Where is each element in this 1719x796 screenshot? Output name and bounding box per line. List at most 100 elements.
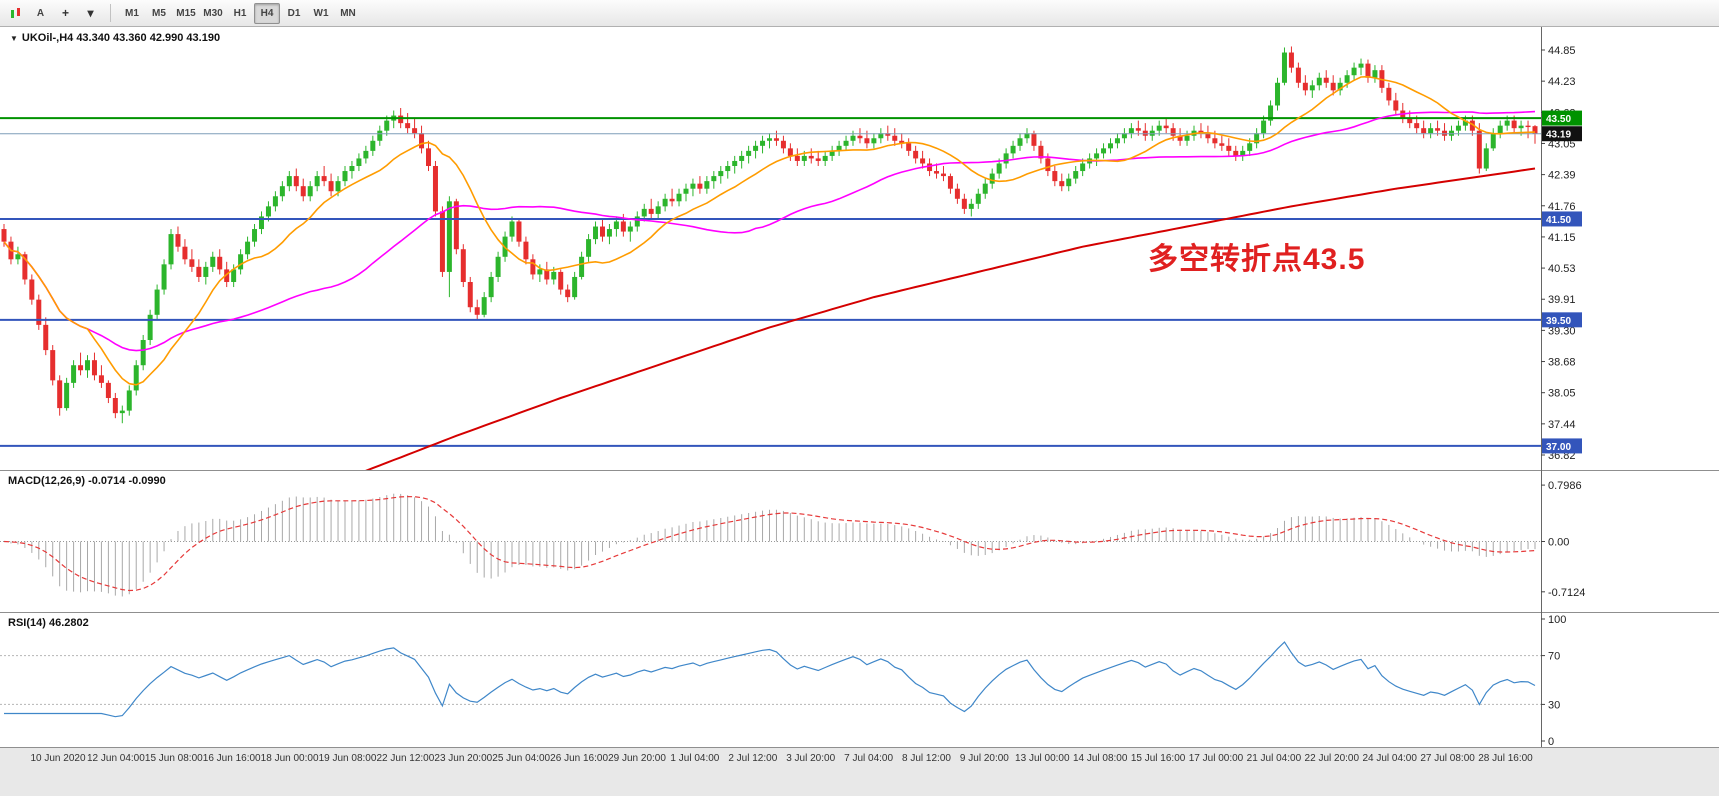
crosshair-button[interactable]: + (54, 3, 77, 24)
candle-body (412, 128, 418, 134)
candle-body (906, 143, 912, 151)
candle-body (885, 133, 891, 136)
candle-body (1184, 135, 1190, 141)
candle-body (1268, 105, 1274, 121)
candle-body (119, 410, 125, 414)
timeframe-button-W1[interactable]: W1 (313, 7, 329, 19)
tools-dropdown-button[interactable]: ▾ (79, 3, 102, 24)
crosshair-icon: + (61, 6, 69, 20)
candle-body (1045, 158, 1051, 172)
candle-body (398, 115, 404, 124)
candle-body (1435, 128, 1441, 131)
time-axis-label: 24 Jul 04:00 (1362, 753, 1417, 764)
candle-body (356, 158, 362, 167)
time-axis-label: 1 Jul 04:00 (670, 753, 720, 764)
candle-body (488, 276, 494, 298)
candle-body (1101, 148, 1107, 154)
time-axis[interactable]: 10 Jun 2020 12 Jun 04:00 15 Jun 08:00 16 Ju… (0, 748, 1719, 774)
candle-body (947, 176, 953, 189)
candle-body (1428, 128, 1434, 134)
candle-body (634, 216, 640, 227)
candle-body (474, 307, 480, 315)
price-axis-label: 44.23 (1548, 76, 1576, 88)
cursor-button[interactable]: A (36, 7, 45, 19)
price-plot[interactable] (0, 46, 1541, 567)
svg-text:43.19: 43.19 (1546, 130, 1571, 141)
price-axis-label: 39.91 (1548, 294, 1576, 306)
macd-axis-label: 0.7986 (1548, 480, 1582, 492)
timeframe-button-H1[interactable]: H1 (233, 7, 247, 19)
candle-body (586, 239, 592, 257)
candle-body (279, 186, 285, 197)
candle-body (641, 208, 647, 217)
rsi-axis-label: 30 (1548, 699, 1560, 711)
candle-body (613, 221, 619, 230)
candle-body (704, 181, 710, 189)
candle-body (669, 198, 675, 202)
candle-body (620, 221, 626, 232)
timeframe-button-M1[interactable]: M1 (125, 7, 139, 19)
candle-body (147, 314, 153, 341)
price-tag-41.50 (1542, 211, 1582, 227)
time-axis-label: 15 Jun 08:00 (144, 753, 203, 764)
new-chart-button[interactable] (4, 3, 27, 24)
timeframe-group: M1 M5 M15 M30 H1 H4 D1 W1 MN (119, 2, 361, 24)
candle-body (1421, 128, 1427, 134)
candle-body (29, 279, 35, 300)
macd-signal-line (3, 495, 1536, 592)
candle-body (1497, 125, 1503, 134)
svg-text:41.50: 41.50 (1546, 215, 1571, 226)
timeframe-button-H4[interactable]: H4 (254, 2, 280, 24)
candle-body (836, 145, 842, 151)
candle-body (1511, 120, 1517, 129)
candle-body (627, 226, 633, 232)
candle-body (377, 130, 383, 141)
time-axis-label: 16 Jun 16:00 (202, 753, 261, 764)
candle-body (655, 206, 661, 214)
candle-body (71, 365, 77, 383)
candle-body (300, 186, 306, 197)
candle-body (968, 203, 974, 209)
timeframe-button-M30[interactable]: M30 (203, 7, 223, 19)
caret-down-icon: ▾ (87, 6, 94, 20)
candle-body (954, 188, 960, 199)
candle-body (98, 375, 104, 383)
candle-body (934, 171, 940, 174)
timeframe-button-MN[interactable]: MN (340, 7, 356, 19)
candle-body (495, 256, 501, 277)
candle-body (940, 173, 946, 177)
candle-body (1142, 130, 1148, 136)
candle-body (1309, 85, 1315, 91)
timeframe-button-D1[interactable]: D1 (287, 7, 301, 19)
candle-body (1170, 128, 1176, 136)
candle-body (1302, 82, 1308, 91)
candle-body (1247, 143, 1253, 151)
candle-body (1525, 125, 1531, 128)
time-axis-label: 12 Jun 04:00 (86, 753, 145, 764)
candle-body (1344, 75, 1350, 83)
candle-body (1288, 52, 1294, 68)
candle-body (1240, 150, 1246, 156)
candle-body (1205, 133, 1211, 139)
candle-body (718, 171, 724, 177)
timeframe-button-M5[interactable]: M5 (152, 7, 166, 19)
ma-slow-line (365, 167, 1536, 470)
candle-body (50, 350, 56, 381)
candle-body (892, 135, 898, 141)
candle-body (252, 229, 258, 242)
candle-body (975, 193, 981, 204)
candle-body (1156, 125, 1162, 131)
candle-body (989, 173, 995, 184)
candle-body (697, 183, 703, 189)
candle-body (1462, 120, 1468, 126)
candle-body (1219, 143, 1225, 146)
timeframe-button-M15[interactable]: M15 (176, 7, 196, 19)
candle-body (530, 259, 536, 275)
candle-body (1, 229, 7, 242)
candle-body (293, 176, 299, 187)
candle-body (217, 256, 223, 270)
price-tag-43.50 (1542, 110, 1582, 126)
candle-body (446, 201, 452, 272)
price-axis-label: 44.85 (1548, 45, 1576, 57)
